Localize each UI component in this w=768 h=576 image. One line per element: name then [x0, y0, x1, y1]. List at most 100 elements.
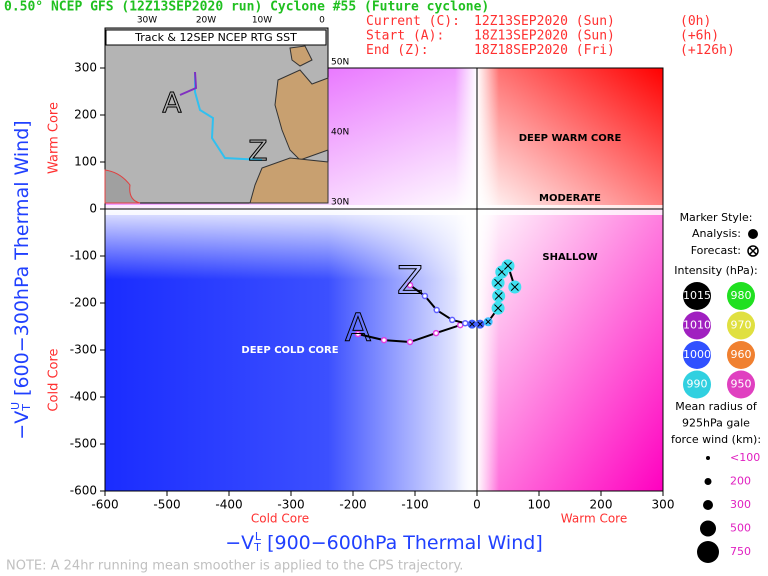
y-axis-label-part: T	[20, 404, 33, 412]
legend-text: Analysis:	[692, 227, 741, 240]
info-text: End (Z):	[366, 43, 429, 58]
y-axis-label: −VTU [600−300hPa Thermal Wind]	[9, 120, 33, 439]
radius-label: 200	[730, 475, 751, 488]
forecast-cross	[494, 304, 503, 313]
x-side-label: Cold Core	[251, 512, 309, 526]
quadrant	[477, 68, 663, 209]
y-tick-label: -600	[70, 484, 97, 498]
inset-title-box	[105, 29, 327, 46]
y-tick-label: 200	[74, 108, 97, 122]
legend-analysis	[748, 229, 758, 239]
forecast-cross	[510, 283, 519, 291]
intensity-label: 980	[731, 289, 752, 302]
note: NOTE: A 24hr running mean smoother is ap…	[6, 559, 463, 574]
intensity-swatch	[683, 311, 711, 340]
info-text: (+6h)	[680, 29, 719, 44]
x-tick-label: -500	[153, 498, 180, 512]
x-tick-label: 300	[652, 498, 675, 512]
y-tick-label: 100	[74, 155, 97, 169]
plot-frame	[104, 67, 664, 492]
legend-title: Marker Style:	[680, 211, 753, 224]
inset-land	[289, 45, 313, 67]
intensity-label: 950	[731, 378, 752, 391]
x-tick-label: 100	[528, 498, 551, 512]
intensity-swatch	[727, 282, 755, 310]
legend-title: 925hPa gale	[682, 417, 750, 430]
inset-lon: 30W	[137, 16, 157, 26]
intensity-swatch	[727, 311, 755, 340]
info-text: (0h)	[680, 14, 711, 29]
legend-title: Mean radius of	[675, 400, 758, 413]
legend-text: Forecast:	[691, 244, 741, 257]
region-label: MODERATE	[539, 193, 601, 204]
x-axis-label-part: T	[253, 541, 261, 554]
inset-map: A Z Track & 12SEP NCEP RTG SST	[104, 27, 329, 204]
forecast-cross	[494, 291, 503, 300]
inset-title: Track & 12SEP NCEP RTG SST	[134, 31, 297, 44]
radius-swatch	[704, 478, 712, 485]
x-axis-label-part: L	[255, 530, 262, 543]
x-tick-label: -400	[215, 498, 242, 512]
track-marker	[354, 330, 362, 338]
axis-glow	[105, 205, 663, 215]
quadrant-fade	[105, 209, 477, 491]
track-marker	[406, 281, 414, 289]
intensity-swatch	[683, 282, 711, 310]
title: 0.50° NCEP GFS (12Z13SEP2020 run) Cyclon…	[4, 0, 489, 15]
inset-land	[274, 69, 329, 161]
y-tick-label: -200	[70, 296, 97, 310]
track-marker	[433, 306, 440, 314]
forecast-cross	[469, 321, 475, 327]
x-tick-label: -200	[339, 498, 366, 512]
intensity-swatch	[683, 370, 711, 399]
intensity-swatch	[727, 341, 755, 369]
inset-a: A	[162, 86, 181, 119]
track-marker	[421, 292, 429, 300]
track-marker	[448, 316, 456, 324]
x-axis-label-part: −V	[225, 532, 254, 554]
radius-swatch	[706, 456, 710, 460]
y-tick-label: 0	[89, 202, 97, 216]
region-label: DEEP WARM CORE	[519, 133, 622, 144]
forecast-cross	[477, 321, 483, 327]
inset-lat: 30N	[331, 198, 349, 208]
x-axis-label: −VTL [900−600hPa Thermal Wind]	[225, 530, 542, 554]
legend-title: Intensity (hPa):	[674, 264, 758, 277]
intensity-swatch	[727, 370, 755, 399]
x-side-label: Warm Core	[561, 512, 627, 526]
info-text: Current (C):	[366, 14, 460, 29]
intensity-label: 990	[687, 378, 708, 391]
radius-label: <100	[730, 451, 760, 464]
inset-track2	[179, 71, 198, 96]
radius-swatch	[700, 520, 716, 537]
inset-lat: 50N	[331, 58, 349, 68]
info-text: (+126h)	[680, 43, 735, 58]
y-tick-label: -400	[70, 390, 97, 404]
info-text: Start (A):	[366, 29, 444, 44]
track-marker	[406, 338, 414, 346]
y-axis-label-part: U	[9, 402, 22, 410]
track-marker	[461, 319, 469, 327]
y-tick-label: -500	[70, 437, 97, 451]
forecast-cross	[494, 278, 503, 287]
x-tick-label: 0	[473, 498, 481, 512]
y-tick-label: -300	[70, 343, 97, 357]
y-tick-label: -100	[70, 249, 97, 263]
y-axis-label-part: [600−300hPa Thermal Wind]	[11, 120, 33, 402]
inset-track	[194, 72, 263, 161]
radius-label: 300	[730, 498, 751, 511]
info-text: 18Z18SEP2020 (Fri)	[474, 43, 615, 58]
y-tick-label: 300	[74, 61, 97, 75]
forecast-cross	[504, 261, 512, 270]
radius-label: 750	[730, 545, 751, 558]
inset-z: Z	[248, 134, 267, 167]
radius-swatch	[697, 541, 719, 563]
region-label: DEEP COLD CORE	[241, 345, 338, 356]
x-tick-label: -300	[277, 498, 304, 512]
radius-swatch	[703, 500, 713, 510]
inset-land	[249, 157, 329, 204]
inset-warm	[104, 169, 141, 204]
y-side-label: Warm Core	[47, 102, 62, 174]
info-text: 12Z13SEP2020 (Sun)	[474, 14, 615, 29]
